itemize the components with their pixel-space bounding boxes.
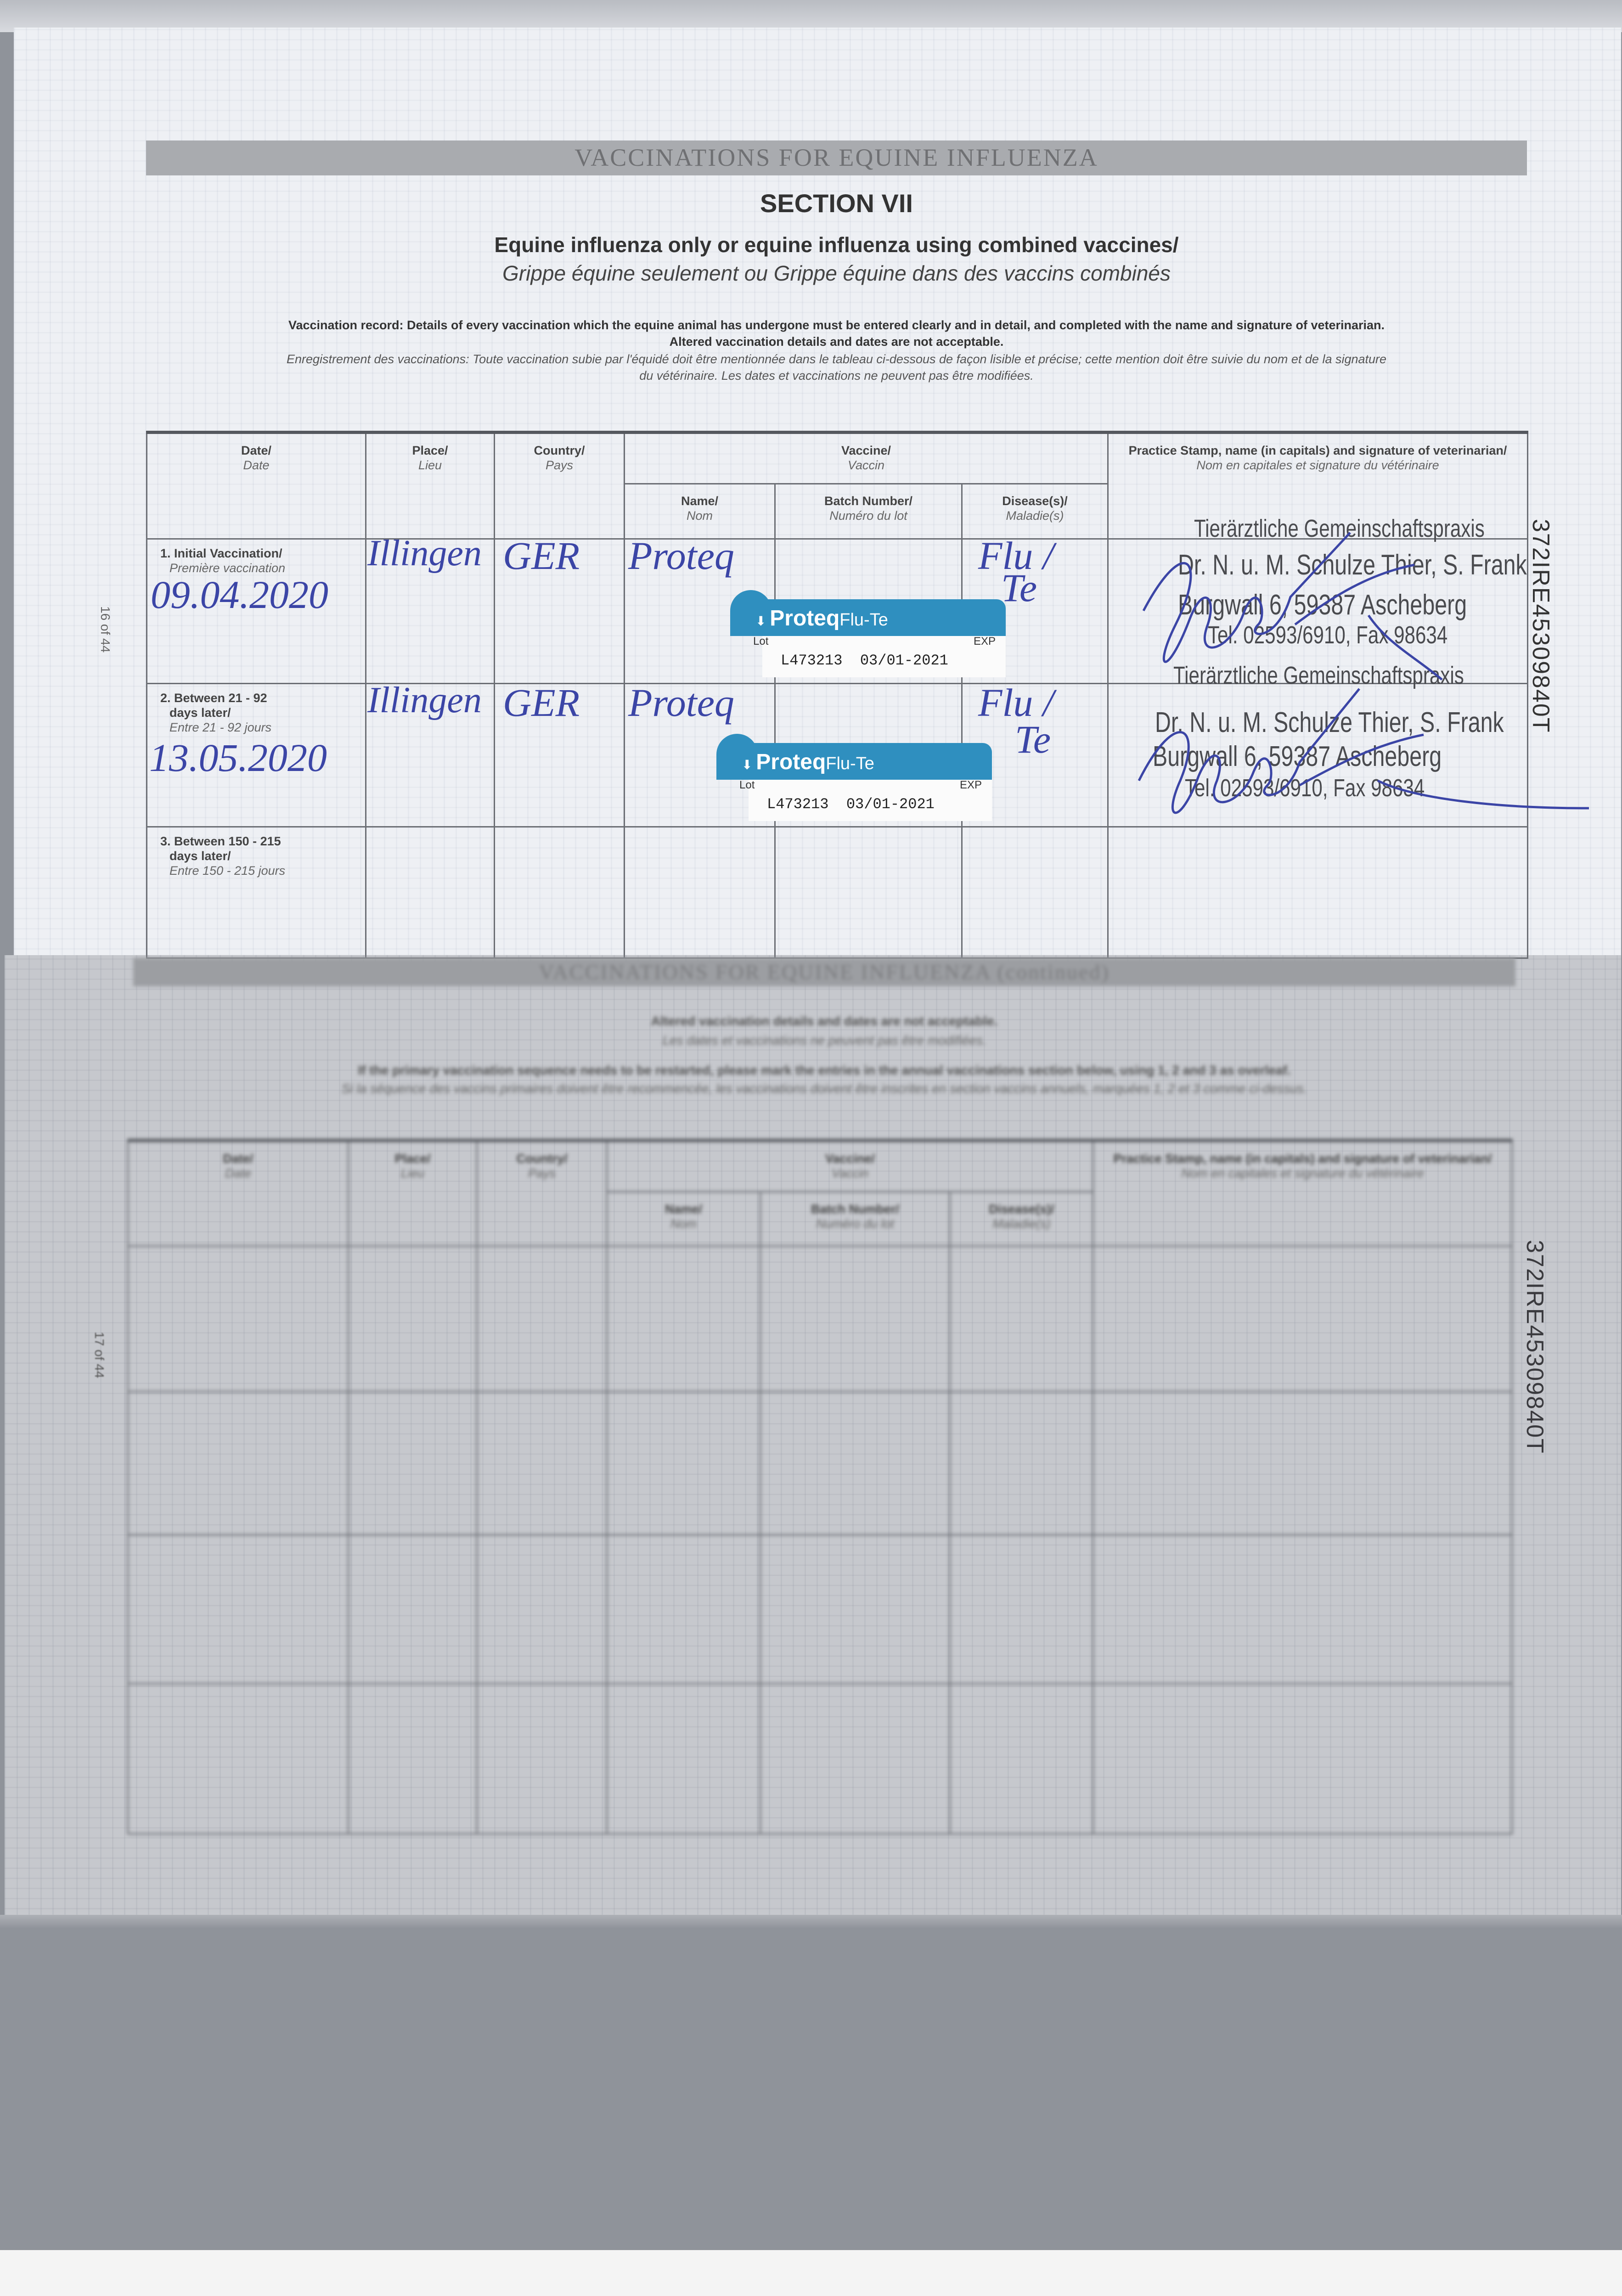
header-vaccine: Vaccine/Vaccin: [606, 1139, 1094, 1193]
cell: [494, 826, 625, 959]
sticker-lot-exp: L473213 03/01-2021: [781, 652, 948, 669]
restart-fr: Si la séquence des vaccins primaires doi…: [341, 1081, 1307, 1096]
header-batch: Batch Number/Numéro du lot: [760, 1191, 951, 1247]
handwritten-date: 09.04.2020: [151, 573, 328, 617]
vaccine-batch-sticker: ⬇ ProteqFlu-Te Lot EXP L473213 03/01-202…: [730, 590, 1006, 677]
row-label: 2. Between 21 - 92 days later/Entre 21 - …: [146, 683, 366, 827]
vaccine-batch-sticker: ⬇ ProteqFlu-Te Lot EXP L473213 03/01-202…: [716, 734, 992, 821]
restart-en: If the primary vaccination sequence need…: [358, 1063, 1291, 1077]
scan-top-edge: [0, 0, 1622, 32]
stamp-line: Tierärztliche Gemeinschaftspraxis: [1173, 662, 1464, 689]
header-country: Country/Pays: [494, 431, 625, 540]
row-label: 1. Initial Vaccination/Première vaccinat…: [146, 538, 366, 684]
header-disease: Disease(s)/Maladie(s): [961, 483, 1109, 540]
notice-fr: Les dates et vaccinations ne peuvent pas…: [662, 1033, 986, 1047]
table-row: [127, 1683, 1513, 1835]
cell: [365, 826, 495, 959]
annual-vaccination-table: Date/Date Place/Lieu Country/Pays Vaccin…: [127, 1139, 1513, 1835]
cell: [494, 538, 625, 684]
header-place: Place/Lieu: [365, 431, 495, 540]
header-date: Date/Date: [127, 1139, 349, 1247]
header-vaccine: Vaccine/Vaccin: [624, 431, 1109, 484]
header-stamp: Practice Stamp, name (in capitals) and s…: [1093, 1139, 1513, 1247]
header-country: Country/Pays: [476, 1139, 608, 1247]
handwritten-disease: Flu /: [978, 534, 1054, 578]
header-place: Place/Lieu: [348, 1139, 478, 1247]
handwritten-vaccine-name: Proteq: [628, 534, 734, 578]
cell: [1107, 538, 1528, 684]
sticker-lot-label: Lot: [753, 635, 769, 647]
instructions-en: Vaccination record: Details of every vac…: [146, 317, 1527, 350]
veterinarian-signature: [1138, 532, 1589, 814]
sticker-brand: ⬇ ProteqFlu-Te: [755, 606, 888, 630]
notice-en: Altered vaccination details and dates ar…: [651, 1014, 998, 1028]
passport-id-vertical: 372IRE45309840T: [1521, 1240, 1548, 1454]
header-stamp: Practice Stamp, name (in capitals) and s…: [1107, 431, 1528, 540]
cell: [624, 683, 776, 827]
sticker-lot-label: Lot: [739, 779, 755, 791]
stamp-line: Dr. N. u. M. Schulze Thier, S. Frank: [1178, 549, 1527, 581]
header-name: Name/Nom: [624, 483, 776, 540]
cell: [1107, 826, 1528, 959]
cell: [365, 538, 495, 684]
table-row: [127, 1391, 1513, 1536]
table-row: [127, 1245, 1513, 1392]
sticker-lot-exp: L473213 03/01-2021: [767, 796, 935, 813]
page-number: 17 of 44: [92, 1332, 107, 1379]
instructions-fr-line1: Enregistrement des vaccinations: Toute v…: [286, 352, 1387, 366]
instructions-en-line2: Altered vaccination details and dates ar…: [669, 335, 1004, 349]
instructions-fr: Enregistrement des vaccinations: Toute v…: [146, 351, 1527, 384]
handwritten-place: Illingen: [367, 680, 482, 720]
stamp-line: Tel. 02593/6910, Fax 98634: [1185, 774, 1425, 802]
instructions-fr-line2: du vétérinaire. Les dates et vaccination…: [639, 369, 1034, 383]
header-batch: Batch Number/Numéro du lot: [774, 483, 963, 540]
handwritten-country: GER: [503, 681, 580, 725]
cell: [961, 826, 1109, 959]
cell: [494, 683, 625, 827]
instructions-en-line1: Vaccination record: Details of every vac…: [288, 318, 1385, 332]
row-label: 3. Between 150 - 215 days later/Entre 150…: [146, 826, 366, 959]
subtitle-fr: Grippe équine seulement ou Grippe équine…: [502, 261, 1171, 285]
cell: [624, 826, 776, 959]
header-date: Date/Date: [146, 431, 366, 540]
section-heading: SECTION VII: [760, 189, 913, 218]
section-band-title: VACCINATIONS FOR EQUINE INFLUENZA (conti…: [133, 958, 1515, 986]
stamp-line: Tel. 02593/6910, Fax 98634: [1208, 621, 1448, 649]
sticker-exp-label: EXP: [974, 635, 996, 647]
table-row: 3. Between 150 - 215 days later/Entre 150…: [146, 826, 1528, 959]
handwritten-disease: Flu /: [978, 681, 1054, 725]
cell: [774, 826, 963, 959]
handwritten-disease-2: Te: [1015, 717, 1051, 761]
page-edge: [0, 1915, 1622, 1929]
scan-bottom-edge: [0, 2250, 1622, 2296]
sticker-exp-label: EXP: [960, 779, 982, 791]
handwritten-disease-2: Te: [1001, 566, 1037, 610]
cell: [1107, 683, 1528, 827]
stamp-line: Dr. N. u. M. Schulze Thier, S. Frank: [1155, 707, 1504, 738]
subtitle-en: Equine influenza only or equine influenz…: [494, 233, 1179, 257]
section-band-title: VACCINATIONS FOR EQUINE INFLUENZA: [146, 141, 1527, 175]
stamp-line: Tierärztliche Gemeinschaftspraxis: [1194, 515, 1485, 542]
header-disease: Disease(s)/Maladie(s): [949, 1191, 1094, 1247]
handwritten-vaccine-name: Proteq: [628, 681, 734, 725]
handwritten-date: 13.05.2020: [149, 736, 327, 780]
table-row: 1. Initial Vaccination/Première vaccinat…: [146, 538, 1528, 684]
sticker-brand: ⬇ ProteqFlu-Te: [742, 750, 874, 774]
table-row: [127, 1534, 1513, 1684]
handwritten-place: Illingen: [367, 533, 482, 574]
handwritten-country: GER: [503, 534, 580, 578]
cell: [365, 683, 495, 827]
header-name: Name/Nom: [606, 1191, 761, 1247]
